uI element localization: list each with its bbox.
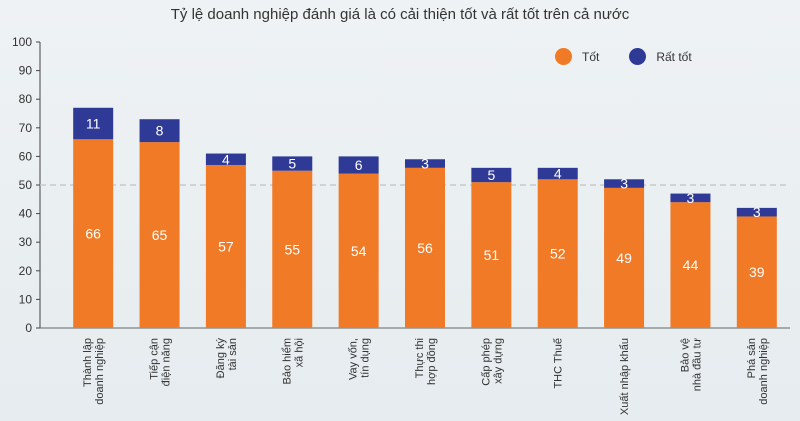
category-label: Thực thi hợp đồng — [414, 338, 438, 385]
bar-rat-tot — [471, 167, 512, 183]
category-label: Tiếp cận điện năng — [149, 338, 173, 386]
y-tick-label: 100 — [12, 35, 32, 49]
category-label-line: Thực thi — [414, 338, 426, 378]
category-label-line: Tiếp cận — [149, 338, 161, 380]
bar-tot — [405, 167, 445, 328]
category-label: Thành lập doanh nghiệp — [82, 338, 106, 405]
bar-rat-tot — [338, 156, 379, 174]
bar-tot — [139, 142, 180, 328]
data-label-tot: 55 — [284, 241, 300, 257]
bar-tot — [604, 187, 645, 328]
bar-rat-tot — [73, 107, 114, 140]
category-label-line: hợp đồng — [426, 338, 438, 385]
y-tick-label: 60 — [19, 149, 33, 163]
bar-rat-tot — [205, 153, 246, 165]
chart-title: Tỷ lệ doanh nghiệp đánh giá là có cải th… — [170, 6, 630, 23]
bar-tot — [205, 164, 246, 328]
data-label-rat-tot: 11 — [86, 116, 101, 132]
category-label-line: THC Thuế — [553, 338, 565, 389]
legend-label-tot: Tốt — [582, 49, 600, 64]
data-label-rat-tot: 3 — [753, 204, 761, 220]
bar-tot — [537, 179, 578, 328]
category-label-line: Cấp phép — [480, 338, 492, 386]
bar-rat-tot — [405, 159, 445, 168]
data-label-rat-tot: 3 — [687, 190, 695, 206]
category-label-line: Vay vốn, — [348, 338, 360, 380]
bar-tot — [73, 139, 114, 328]
data-label-rat-tot: 5 — [288, 156, 296, 172]
legend-item-rat-tot: Rất tốt — [629, 48, 692, 65]
bar-tot — [338, 173, 379, 328]
data-label-rat-tot: 3 — [620, 176, 628, 192]
data-label-tot: 56 — [417, 240, 433, 256]
data-label-rat-tot: 6 — [355, 157, 363, 173]
bar-tot — [272, 170, 313, 328]
category-label: Bảo vệ nhà đầu tư — [679, 337, 703, 391]
category-label-line: Bảo hiểm — [281, 338, 293, 384]
bar-tot — [471, 182, 512, 328]
category-label-line: doanh nghiệp — [758, 338, 770, 405]
category-label: Bảo hiểm xã hội — [281, 338, 305, 384]
y-tick-label: 20 — [19, 264, 33, 278]
bar-rat-tot — [272, 156, 313, 171]
y-tick-label: 10 — [19, 292, 33, 306]
category-label: Xuất nhập khẩu — [619, 338, 631, 415]
legend: Tốt Rất tốt — [555, 48, 722, 65]
data-label-tot: 51 — [484, 247, 500, 263]
bar-rat-tot — [736, 207, 777, 217]
bar-rat-tot — [537, 167, 578, 180]
y-tick-label: 50 — [19, 178, 33, 192]
legend-label-rat-tot: Rất tốt — [656, 49, 692, 64]
category-label-line: Xuất nhập khẩu — [619, 338, 631, 415]
bar-rat-tot — [670, 193, 711, 203]
category-label-line: tài sản — [227, 338, 239, 370]
y-tick-label: 40 — [19, 207, 33, 221]
data-label-tot: 54 — [351, 243, 367, 259]
bar-tot — [670, 202, 711, 328]
category-label: Vay vốn, tín dụng — [348, 338, 372, 380]
category-label-line: xây dựng — [492, 338, 504, 384]
y-tick-label: 90 — [19, 64, 33, 78]
y-tick-label: 0 — [25, 321, 32, 335]
category-label-line: điện năng — [161, 338, 173, 386]
data-label-rat-tot: 3 — [421, 156, 429, 172]
data-label-tot: 65 — [152, 227, 168, 243]
category-label: Cấp phép xây dựng — [480, 338, 504, 386]
data-label-rat-tot: 4 — [554, 166, 562, 182]
category-label: Đăng ký tài sản — [215, 338, 239, 379]
data-label-rat-tot: 8 — [156, 123, 164, 139]
bar-tot — [736, 216, 777, 328]
category-label: Phá sản doanh nghiệp — [746, 338, 770, 405]
data-label-tot: 52 — [550, 246, 566, 262]
data-label-tot: 57 — [218, 238, 234, 254]
bar-rat-tot — [139, 119, 180, 143]
bar-rat-tot — [604, 179, 645, 188]
data-label-rat-tot: 5 — [487, 167, 495, 183]
category-label-line: Bảo vệ — [679, 338, 691, 372]
data-label-rat-tot: 4 — [222, 151, 230, 167]
category-label: THC Thuế — [553, 338, 565, 389]
data-label-tot: 44 — [683, 257, 699, 273]
category-label-line: xã hội — [293, 338, 305, 367]
legend-swatch-tot — [555, 48, 572, 65]
y-tick-label: 80 — [19, 92, 33, 106]
data-label-tot: 39 — [749, 264, 765, 280]
y-tick-label: 30 — [19, 235, 33, 249]
data-label-tot: 66 — [85, 226, 101, 242]
category-label-line: tín dụng — [360, 338, 372, 378]
y-tick-label: 70 — [19, 121, 33, 135]
legend-swatch-rat-tot — [629, 48, 647, 65]
category-label-line: Đăng ký — [215, 338, 227, 379]
category-label-line: nhà đầu tư — [691, 337, 703, 391]
category-label-line: doanh nghiệp — [94, 338, 106, 405]
legend-item-tot: Tốt — [555, 48, 599, 65]
category-label-line: Phá sản — [746, 338, 758, 378]
category-label-line: Thành lập — [82, 338, 94, 387]
data-label-tot: 49 — [616, 250, 632, 266]
